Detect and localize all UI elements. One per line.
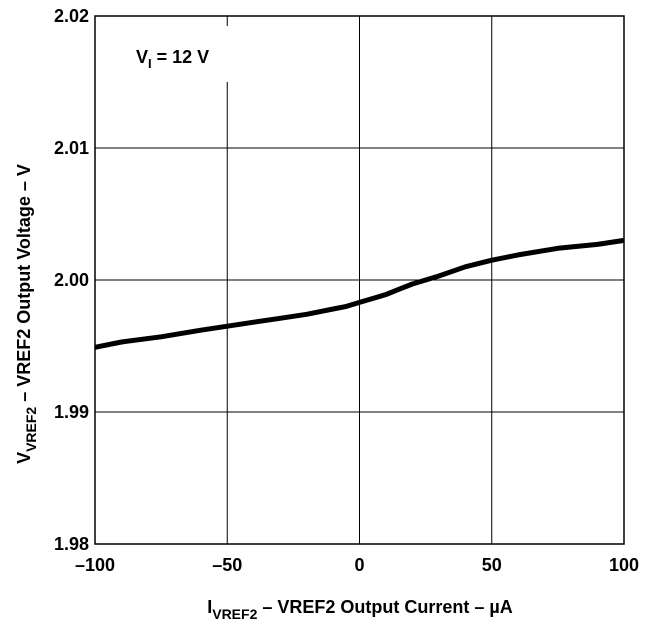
x-tick-label: –50: [212, 555, 242, 575]
y-axis-title-rest: – VREF2 Output Voltage – V: [14, 164, 34, 407]
annotation-label: VI = 12 V: [136, 47, 209, 71]
series-layer: [94, 237, 625, 350]
y-axis-title-base: V: [14, 452, 34, 464]
x-tick-label: 0: [354, 555, 364, 575]
series-line: [94, 237, 625, 350]
x-axis-title-sub: VREF2: [212, 606, 257, 622]
y-tick-label: 1.99: [54, 402, 89, 422]
plot-frame: [94, 15, 625, 545]
x-tick-label: –100: [75, 555, 115, 575]
tick-layer: –100 –50 0 50 100 1.98 1.99 2.00 2.01 2.02: [54, 6, 639, 575]
annotation-base: V: [136, 47, 148, 67]
x-tick-label: 100: [609, 555, 639, 575]
y-axis-title-sub: VREF2: [23, 407, 39, 452]
y-tick-label: 1.98: [54, 534, 89, 554]
x-axis-title-base: I: [207, 597, 212, 617]
x-axis-title: IVREF2 – VREF2 Output Current – µA: [207, 597, 513, 622]
y-tick-label: 2.02: [54, 6, 89, 26]
annotation-sub: I: [148, 56, 152, 71]
x-axis-title-rest: – VREF2 Output Current – µA: [257, 597, 512, 617]
y-axis-title: VVREF2 – VREF2 Output Voltage – V: [14, 164, 39, 464]
grid-layer: [94, 15, 625, 545]
annotation-background: [106, 26, 246, 82]
y-tick-label: 2.00: [54, 270, 89, 290]
x-tick-label: 50: [482, 555, 502, 575]
annotation-rest: = 12 V: [152, 47, 210, 67]
y-tick-label: 2.01: [54, 138, 89, 158]
